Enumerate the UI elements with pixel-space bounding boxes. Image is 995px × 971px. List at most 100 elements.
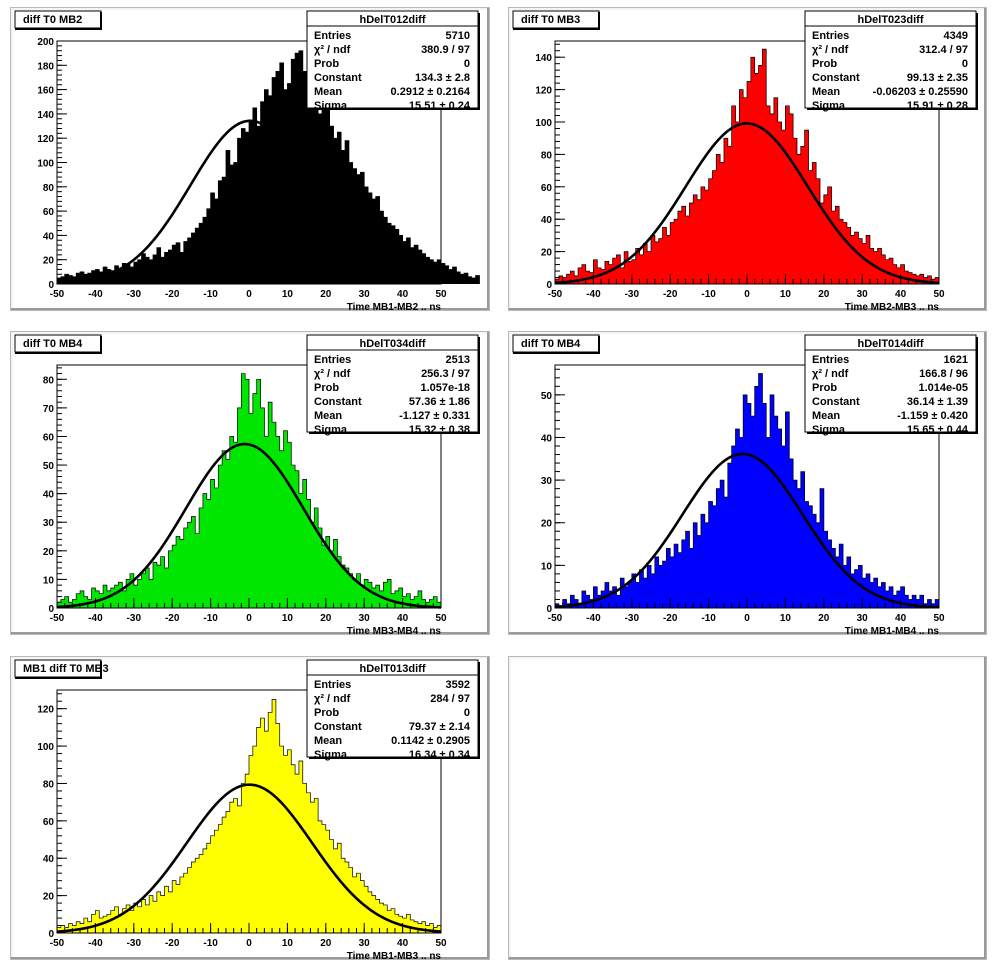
histogram-bar	[467, 276, 473, 284]
histogram-bar	[896, 590, 901, 608]
histogram-bar	[823, 531, 828, 608]
histogram-bar	[804, 501, 809, 608]
histogram-bar	[770, 113, 775, 285]
pad-title-box: MB1 diff T0 MB3	[14, 659, 109, 679]
histogram-bar	[106, 590, 112, 608]
histogram-bar	[156, 247, 162, 284]
histogram-bar	[333, 138, 338, 284]
pad-2[interactable]: 0 20 40 60 80 100 120 140 -50 -40 -30 -20 -10 0 10 20 30…	[508, 7, 987, 313]
y-tick-label: 20	[43, 892, 55, 903]
histogram-bar	[252, 746, 258, 933]
x-tick-label: 40	[895, 613, 907, 624]
y-tick-label: 120	[535, 86, 552, 97]
histogram-bar	[881, 254, 886, 284]
histogram-bar	[846, 556, 852, 608]
stats-row-value: 0.2912 ± 0.2164	[391, 86, 471, 98]
pad-6-empty[interactable]	[508, 656, 987, 960]
histogram-bar	[747, 403, 752, 608]
histogram-bar	[448, 269, 453, 284]
histogram-bar	[827, 186, 832, 284]
x-tick-label: 10	[282, 613, 294, 624]
histogram-bar	[394, 229, 400, 284]
histogram-bar	[429, 259, 434, 284]
histogram-bar	[812, 162, 817, 284]
histogram-bar	[283, 430, 288, 608]
histogram-bar	[697, 199, 702, 284]
histogram-bar	[368, 891, 373, 933]
stats-row-value: 4349	[944, 30, 968, 42]
histogram-bar	[225, 811, 231, 933]
histogram-bar	[716, 488, 721, 608]
pad-5[interactable]: 0 20 40 60 80 100 120 -50 -40 -30 -20 -10 0 10 20 30 40 5…	[10, 656, 490, 962]
histogram-bar	[191, 516, 196, 608]
histogram-bar	[712, 170, 717, 284]
gaussian-fit-curve	[56, 442, 442, 609]
histogram-bar	[114, 265, 119, 284]
histogram-bar	[60, 925, 66, 933]
histogram-bar	[796, 488, 802, 608]
histogram-bar	[437, 925, 442, 933]
histogram-bar	[279, 62, 284, 285]
histogram-bar	[279, 746, 284, 933]
histogram-bar	[302, 783, 307, 933]
histogram-bar	[620, 267, 625, 284]
x-tick-label: 10	[780, 289, 792, 300]
x-tick-label: 50	[435, 938, 447, 949]
histogram-bar	[839, 544, 844, 608]
stats-row-label: Constant	[314, 396, 362, 408]
stats-row-value: 15.91 ± 0.28	[907, 100, 968, 112]
histogram-bar	[356, 573, 361, 608]
histogram-bar	[670, 556, 675, 608]
histogram-bar	[835, 556, 840, 608]
histogram-bar	[241, 373, 246, 608]
histogram-bar	[674, 219, 679, 284]
y-tick-label: 60	[43, 817, 55, 828]
stats-row-value: 0	[464, 58, 470, 70]
histogram-bar	[808, 170, 813, 284]
histogram-bar	[141, 899, 146, 933]
histogram-bar	[245, 132, 250, 285]
histogram-bar	[635, 582, 640, 608]
y-tick-label: 100	[37, 159, 54, 170]
stats-row-label: Mean	[314, 86, 342, 98]
pad-3[interactable]: 0 10 20 30 40 50 60 70 80 -50 -40 -30 -20 -10 0 10 20 30 4…	[10, 331, 490, 637]
histogram-bar	[245, 774, 250, 933]
histogram-bar	[237, 407, 242, 608]
histogram-bar	[118, 268, 123, 284]
histogram-bar	[345, 861, 350, 933]
histogram-bar	[581, 264, 587, 284]
histogram-bar	[333, 539, 338, 608]
histogram-bar	[264, 89, 269, 284]
pad-4[interactable]: 0 10 20 30 40 50 -50 -40 -30 -20 -10 0 10 20 30 40 50 Tim…	[508, 331, 987, 637]
stats-row-value: 380.9 / 97	[421, 44, 470, 56]
histogram-bar	[145, 257, 150, 284]
pad-1[interactable]: 0 20 40 60 80 100 120 140 160 180 200 -50 -40 -30 -20-…	[10, 7, 490, 313]
gaussian-fit-curve	[56, 119, 442, 285]
histogram-bar	[421, 253, 426, 285]
histogram-bar	[639, 254, 644, 284]
gaussian-fit-curve	[554, 122, 940, 285]
histogram-bar	[758, 65, 763, 284]
histogram-bar	[129, 910, 135, 933]
histogram-bar	[402, 241, 407, 284]
histogram-bar	[866, 235, 871, 284]
histogram-bar	[631, 573, 636, 608]
pad-title: diff T0 MB4	[521, 338, 581, 350]
histogram-bar	[743, 394, 748, 608]
x-axis-label: Time MB3-MB4 .. ns	[347, 626, 442, 637]
histogram-bar	[777, 428, 782, 608]
stats-row-label: χ² / ndf	[314, 368, 351, 380]
histogram-bar	[915, 599, 921, 608]
histogram-bar	[631, 259, 636, 284]
histogram-bar	[314, 507, 319, 608]
histogram-bar	[681, 206, 686, 284]
histogram-bar	[252, 107, 258, 284]
x-tick-label: -30	[127, 938, 142, 949]
histogram-bar	[183, 873, 188, 933]
stats-row-value: 15.32 ± 0.38	[409, 424, 470, 436]
histogram-bar	[394, 590, 400, 608]
histogram-bar	[337, 556, 342, 608]
histogram-bar	[789, 458, 794, 608]
histogram-bar	[456, 271, 461, 284]
y-tick-label: 140	[37, 110, 54, 121]
